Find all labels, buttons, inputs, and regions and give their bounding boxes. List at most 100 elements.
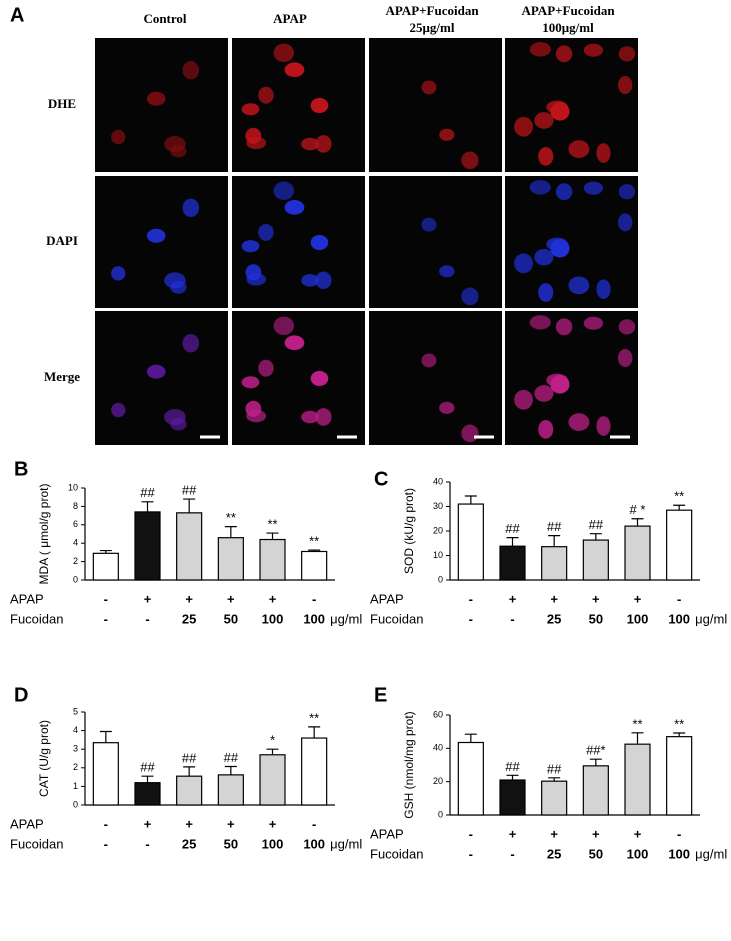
y-tick-label: 0 bbox=[438, 809, 443, 819]
bar bbox=[301, 550, 328, 581]
column-header: Control bbox=[143, 11, 186, 26]
x-row-label: 100 bbox=[262, 836, 284, 851]
y-tick-label: 5 bbox=[73, 706, 78, 716]
error-bar bbox=[589, 533, 602, 541]
error-bar bbox=[506, 537, 519, 547]
bar bbox=[176, 512, 203, 581]
x-row-label: + bbox=[227, 816, 235, 831]
x-row-label: + bbox=[185, 816, 193, 831]
significance-label: ## bbox=[505, 521, 520, 536]
cell bbox=[111, 402, 126, 418]
error-bar bbox=[224, 765, 237, 775]
y-axis-label: CAT (U/g prot) bbox=[37, 720, 51, 797]
cell bbox=[568, 413, 590, 431]
x-row-label: + bbox=[509, 826, 517, 841]
error-bar bbox=[99, 549, 112, 554]
y-tick-label: 2 bbox=[73, 556, 78, 566]
x-row-label: 50 bbox=[224, 836, 238, 851]
row-label: DHE bbox=[48, 96, 76, 111]
error-bar bbox=[673, 504, 686, 511]
cell bbox=[182, 61, 200, 80]
cell bbox=[301, 410, 319, 424]
cell bbox=[245, 127, 262, 144]
bar bbox=[259, 754, 286, 806]
cell bbox=[273, 181, 295, 200]
error-bar bbox=[183, 766, 196, 777]
significance-label: ## bbox=[182, 482, 197, 497]
panel-label: A bbox=[10, 4, 24, 26]
significance-label: ## bbox=[589, 517, 604, 532]
y-tick-label: 40 bbox=[433, 476, 443, 486]
cell bbox=[596, 279, 611, 300]
x-row-name: Fucoidan bbox=[10, 836, 63, 851]
x-row-name: Fucoidan bbox=[370, 611, 423, 626]
error-bar bbox=[631, 732, 644, 745]
cell bbox=[245, 264, 262, 281]
micrograph bbox=[95, 38, 228, 172]
x-row-label: + bbox=[550, 591, 558, 606]
error-bar bbox=[548, 535, 561, 547]
x-row-label: 100 bbox=[303, 836, 325, 851]
cell bbox=[182, 334, 200, 353]
x-row-label: 25 bbox=[182, 836, 196, 851]
x-row-label: - bbox=[510, 846, 514, 861]
cell bbox=[618, 184, 636, 200]
significance-label: ## bbox=[140, 485, 155, 500]
significance-label: ** bbox=[309, 710, 319, 725]
cell bbox=[315, 408, 332, 426]
bar bbox=[176, 775, 203, 806]
significance-label: ** bbox=[309, 534, 319, 549]
cell bbox=[538, 420, 554, 439]
error-bar bbox=[464, 733, 477, 743]
error-bar bbox=[506, 774, 519, 780]
bar bbox=[541, 546, 568, 581]
y-axis-label: GSH (nmol/mg prot) bbox=[402, 711, 416, 818]
x-row-label: - bbox=[312, 591, 316, 606]
x-row-label: + bbox=[592, 826, 600, 841]
y-tick-label: 20 bbox=[433, 525, 443, 535]
x-row-label: - bbox=[104, 611, 108, 626]
error-bar bbox=[673, 732, 686, 737]
significance-label: ** bbox=[674, 716, 684, 731]
column-header: APAP+Fucoidan 100μg/ml bbox=[521, 3, 615, 35]
bar bbox=[499, 779, 526, 816]
x-row-label: + bbox=[592, 591, 600, 606]
cell bbox=[258, 223, 274, 241]
x-row-label: - bbox=[145, 611, 149, 626]
x-row-label: 25 bbox=[547, 611, 561, 626]
x-row-label: - bbox=[104, 836, 108, 851]
significance-label: ** bbox=[267, 517, 277, 532]
significance-label: ## bbox=[140, 760, 155, 775]
bar bbox=[92, 552, 119, 581]
cell bbox=[421, 217, 437, 232]
bar bbox=[457, 741, 484, 816]
panel-label: B bbox=[14, 458, 28, 480]
cell bbox=[439, 128, 455, 141]
x-row-label: + bbox=[634, 826, 642, 841]
cell bbox=[583, 181, 604, 195]
bar bbox=[582, 765, 609, 816]
cell bbox=[568, 276, 590, 295]
x-row-label: - bbox=[469, 611, 473, 626]
x-row-label: - bbox=[677, 826, 681, 841]
cell bbox=[439, 265, 455, 278]
cell bbox=[273, 43, 295, 63]
y-axis-label: SOD (kU/g prot) bbox=[402, 488, 416, 574]
y-tick-label: 0 bbox=[438, 574, 443, 584]
significance-label: ## bbox=[547, 519, 562, 534]
cell bbox=[421, 353, 437, 368]
unit-label: μg/ml bbox=[695, 611, 727, 626]
x-row-label: 25 bbox=[182, 611, 196, 626]
y-tick-label: 1 bbox=[73, 781, 78, 791]
bar bbox=[134, 782, 161, 806]
column-header: APAP bbox=[273, 11, 307, 26]
micrograph bbox=[369, 38, 502, 172]
y-tick-label: 10 bbox=[68, 482, 78, 492]
x-row-label: + bbox=[185, 591, 193, 606]
y-tick-label: 10 bbox=[433, 550, 443, 560]
cell bbox=[245, 400, 262, 417]
bar bbox=[582, 539, 609, 581]
cell bbox=[301, 137, 319, 151]
bar bbox=[217, 537, 244, 581]
